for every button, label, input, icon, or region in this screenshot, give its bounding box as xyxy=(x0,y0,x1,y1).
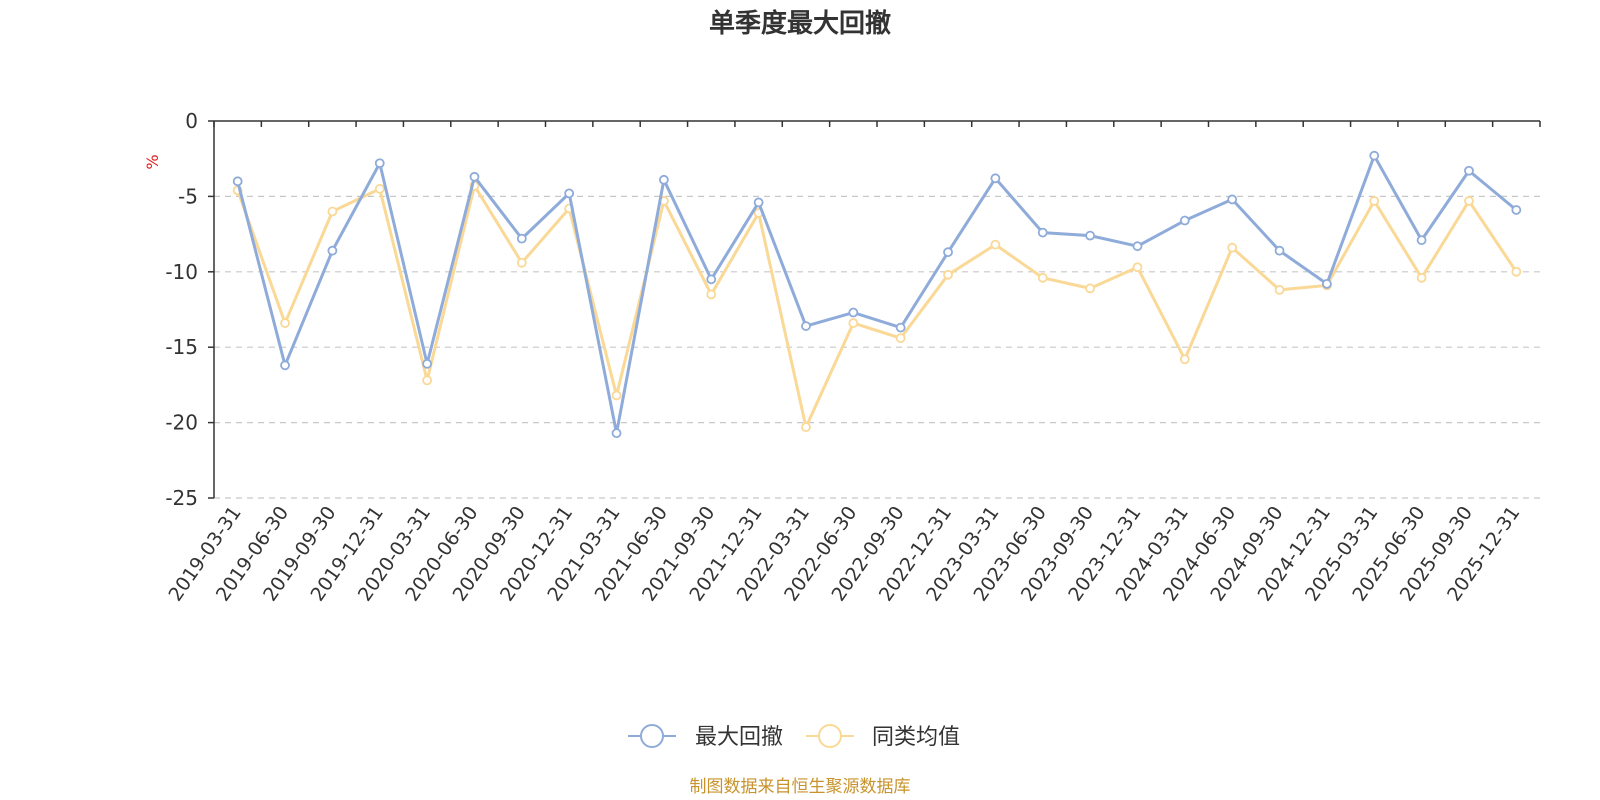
data-point[interactable] xyxy=(1274,284,1285,295)
data-point[interactable] xyxy=(1369,150,1380,161)
data-point[interactable] xyxy=(801,321,811,331)
data-point[interactable] xyxy=(280,318,290,328)
legend-swatch-marker xyxy=(818,724,842,748)
data-point[interactable] xyxy=(1321,278,1332,289)
data-point[interactable] xyxy=(327,245,338,256)
legend[interactable]: 最大回撤 同类均值 xyxy=(628,724,960,750)
series-line xyxy=(236,154,1518,435)
data-point[interactable] xyxy=(895,333,906,344)
series-layer xyxy=(232,150,1522,439)
data-point[interactable] xyxy=(990,173,1001,184)
data-point[interactable] xyxy=(1227,242,1238,253)
data-point[interactable] xyxy=(1132,241,1143,252)
data-point[interactable] xyxy=(990,239,1001,250)
data-point[interactable] xyxy=(374,158,385,169)
legend-item[interactable]: 最大回撤 xyxy=(628,724,783,750)
data-point[interactable] xyxy=(1511,205,1522,215)
y-tick-label: -20 xyxy=(165,411,198,435)
chart-title: 单季度最大回撤 xyxy=(709,8,891,39)
data-point[interactable] xyxy=(374,183,385,194)
data-point[interactable] xyxy=(280,360,290,371)
data-point[interactable] xyxy=(232,176,243,187)
data-point[interactable] xyxy=(1464,165,1474,176)
y-tick-label: -5 xyxy=(178,184,198,208)
axes: 0-5-10-15-20-252019-03-312019-06-302019-… xyxy=(164,109,1541,605)
data-point[interactable] xyxy=(1037,227,1048,238)
data-point[interactable] xyxy=(1132,262,1143,273)
y-tick-label: -25 xyxy=(165,486,198,510)
data-point[interactable] xyxy=(943,269,953,280)
data-point[interactable] xyxy=(564,188,575,199)
data-point[interactable] xyxy=(1037,272,1048,283)
data-point[interactable] xyxy=(1085,283,1096,294)
data-point[interactable] xyxy=(516,257,527,268)
legend-label: 最大回撤 xyxy=(695,725,783,750)
y-tick-label: -10 xyxy=(165,260,198,284)
data-point[interactable] xyxy=(1227,194,1238,205)
data-point[interactable] xyxy=(658,174,669,185)
data-point[interactable] xyxy=(1085,230,1096,241)
data-point[interactable] xyxy=(1369,196,1380,206)
data-point[interactable] xyxy=(422,358,433,369)
series-line xyxy=(236,184,1518,429)
legend-swatch-marker xyxy=(640,724,664,748)
data-point[interactable] xyxy=(848,307,859,318)
y-tick-label: 0 xyxy=(185,109,198,133)
data-point[interactable] xyxy=(1179,215,1190,226)
data-point[interactable] xyxy=(1416,235,1427,246)
data-point[interactable] xyxy=(611,428,622,439)
data-point[interactable] xyxy=(1416,272,1427,283)
legend-label: 同类均值 xyxy=(872,725,960,750)
data-point[interactable] xyxy=(1179,354,1190,365)
data-point[interactable] xyxy=(516,233,527,244)
data-point[interactable] xyxy=(1464,196,1474,206)
data-point[interactable] xyxy=(611,390,622,401)
legend-item[interactable]: 同类均值 xyxy=(806,724,960,750)
data-point[interactable] xyxy=(706,289,717,300)
data-point[interactable] xyxy=(895,322,906,333)
y-axis-unit: % xyxy=(143,154,162,169)
data-point[interactable] xyxy=(753,197,764,208)
data-point[interactable] xyxy=(1511,266,1522,277)
data-point[interactable] xyxy=(943,247,953,258)
y-tick-label: -15 xyxy=(165,335,198,359)
data-point[interactable] xyxy=(469,171,480,182)
data-point[interactable] xyxy=(801,422,811,433)
series-0 xyxy=(232,150,1522,439)
data-point[interactable] xyxy=(848,318,859,328)
data-point[interactable] xyxy=(327,206,338,217)
data-point[interactable] xyxy=(1274,245,1285,256)
data-point[interactable] xyxy=(706,274,717,285)
data-point[interactable] xyxy=(422,375,433,386)
series-1 xyxy=(232,180,1522,433)
source-note: 制图数据来自恒生聚源数据库 xyxy=(690,777,911,797)
